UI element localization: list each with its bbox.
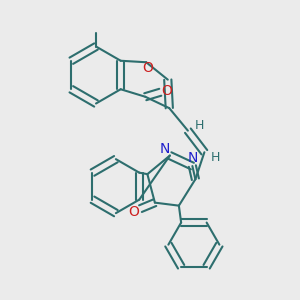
Text: N: N <box>188 151 198 165</box>
Text: N: N <box>159 142 170 156</box>
Text: O: O <box>161 84 172 98</box>
Text: H: H <box>211 151 220 164</box>
Text: O: O <box>128 205 139 219</box>
Text: O: O <box>142 61 153 75</box>
Text: H: H <box>195 119 204 132</box>
